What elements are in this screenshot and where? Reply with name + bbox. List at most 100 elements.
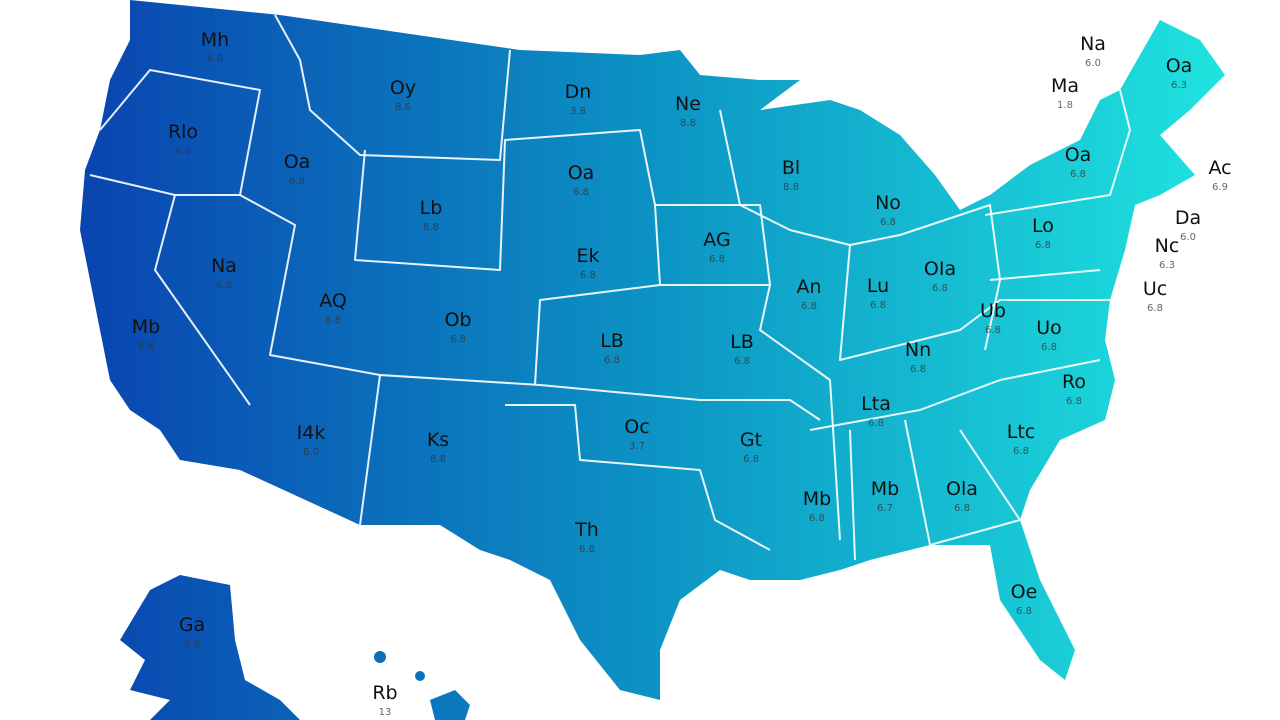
state-label: Ac xyxy=(1208,157,1231,179)
state-value: 6.8 xyxy=(985,325,1001,336)
border xyxy=(379,374,821,421)
state-value: 6.8 xyxy=(1016,606,1032,617)
state-label: Oy xyxy=(390,77,416,99)
state-label: Ro xyxy=(1062,371,1086,393)
state-value: 6.8 xyxy=(1013,446,1029,457)
state-label: Ga xyxy=(179,614,205,636)
state-value: 3.8 xyxy=(570,106,586,117)
state-label: Da xyxy=(1175,207,1201,229)
state-value: 8.8 xyxy=(783,182,799,193)
state-value: 13 xyxy=(379,707,392,718)
state-value: 6.8 xyxy=(1147,303,1163,314)
state-label: AG xyxy=(703,229,730,251)
state-label: Rlo xyxy=(168,121,198,143)
hawaii-island xyxy=(374,651,386,663)
border xyxy=(809,359,1101,431)
state-label: Ne xyxy=(675,93,701,115)
state-value: 6.8 xyxy=(289,176,305,187)
state-label: Ek xyxy=(576,245,599,267)
state-label: An xyxy=(796,276,821,298)
state-label: Oc xyxy=(624,416,649,438)
state-value: 6.8 xyxy=(801,301,817,312)
state-labels: Mh 6.8 Oy 8.6 Dn 3.8 Ne 8.8 Rlo 6.8 Oa 6.8 Oa 6.8 Bl 8.… xyxy=(132,29,1232,718)
border xyxy=(89,69,261,196)
state-label: Ma xyxy=(1051,75,1079,97)
state-label: Na xyxy=(1080,33,1106,55)
state-value: 1.8 xyxy=(1057,100,1073,111)
state-label: Mb xyxy=(803,488,831,510)
state-value: 6.8 xyxy=(954,503,970,514)
border xyxy=(984,89,1131,216)
border xyxy=(989,269,1101,281)
state-label: Ltc xyxy=(1007,421,1035,443)
state-label: Mb xyxy=(871,478,899,500)
state-value: 6.8 xyxy=(450,334,466,345)
state-label: Lta xyxy=(861,393,891,415)
state-value: 8.8 xyxy=(680,118,696,129)
border xyxy=(154,194,251,406)
state-label: Oa xyxy=(1065,144,1092,166)
alaska xyxy=(120,575,300,720)
state-label: Bl xyxy=(782,157,800,179)
state-value: 6.8 xyxy=(1041,342,1057,353)
state-label: Th xyxy=(574,519,599,541)
state-label: Uc xyxy=(1143,278,1167,300)
state-label: AQ xyxy=(319,290,347,312)
state-value: 6.8 xyxy=(1035,240,1051,251)
state-value: 6.8 xyxy=(207,54,223,65)
state-value: 6.8 xyxy=(573,187,589,198)
state-value: 6.8 xyxy=(870,300,886,311)
state-value: 6.0 xyxy=(1180,232,1196,243)
state-value: 8.6 xyxy=(395,102,411,113)
state-value: 6.8 xyxy=(932,283,948,294)
state-value: 6.8 xyxy=(709,254,725,265)
land xyxy=(80,0,1225,720)
state-value: 6.8 xyxy=(579,544,595,555)
state-label: Oe xyxy=(1011,581,1038,603)
state-value: 6.8 xyxy=(580,270,596,281)
state-label: OIa xyxy=(924,258,956,280)
state-label: Dn xyxy=(565,81,592,103)
state-label: Ks xyxy=(427,429,449,451)
state-label: LB xyxy=(730,331,754,353)
state-value: 3.7 xyxy=(629,441,645,452)
state-value: 6.8 xyxy=(423,222,439,233)
state-value: 6.8 xyxy=(138,341,154,352)
state-label: Lb xyxy=(420,197,443,219)
state-value: 6.8 xyxy=(868,418,884,429)
state-value: 6.8 xyxy=(809,513,825,524)
border xyxy=(849,429,856,561)
state-label: No xyxy=(875,192,901,214)
border xyxy=(719,109,1001,351)
state-label: LB xyxy=(600,330,624,352)
border xyxy=(274,14,511,161)
state-label: Lo xyxy=(1032,215,1054,237)
state-label: Oa xyxy=(284,151,311,173)
border xyxy=(505,404,771,551)
state-value: 6.8 xyxy=(910,364,926,375)
border xyxy=(660,284,841,541)
border xyxy=(655,204,771,286)
state-value: 6.8 xyxy=(880,217,896,228)
state-value: 6.0 xyxy=(1085,58,1101,69)
border xyxy=(904,419,1021,546)
state-value: 6.8 xyxy=(184,639,200,650)
state-label: Oa xyxy=(1166,55,1193,77)
state-label: Ola xyxy=(946,478,978,500)
contiguous-us xyxy=(80,0,1225,700)
state-label: Lu xyxy=(867,275,889,297)
state-value: 6.8 xyxy=(216,280,232,291)
state-value: 6.8 xyxy=(734,356,750,367)
state-value: 6.9 xyxy=(1212,182,1228,193)
hawaii-island xyxy=(415,671,425,681)
state-label: Ob xyxy=(444,309,471,331)
state-value: 6.8 xyxy=(325,315,341,326)
hawaii xyxy=(430,690,470,720)
state-value: 6.8 xyxy=(743,454,759,465)
state-value: 8.8 xyxy=(430,454,446,465)
border xyxy=(354,129,661,386)
state-label: Mb xyxy=(132,316,160,338)
state-label: Mh xyxy=(201,29,229,51)
state-value: 6.8 xyxy=(604,355,620,366)
